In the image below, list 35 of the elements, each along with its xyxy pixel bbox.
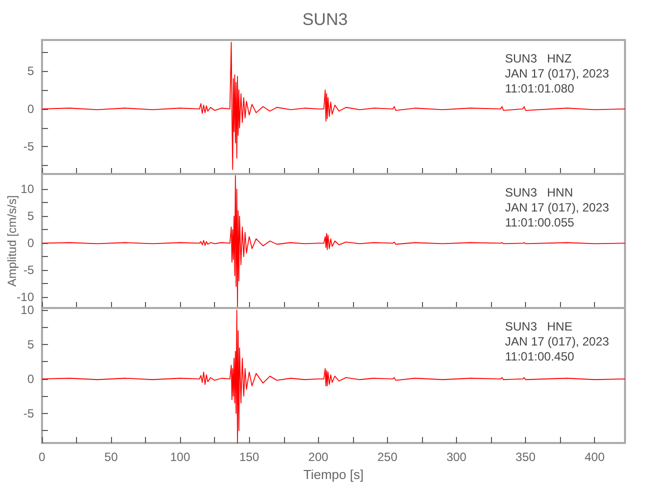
x-tick-label: 150 (239, 450, 260, 464)
annotation: JAN 17 (017), 2023 (505, 200, 610, 214)
y-tick-label: 10 (20, 303, 34, 318)
x-tick-label: 200 (308, 450, 329, 464)
x-tick-label: 400 (584, 450, 605, 464)
annotation: JAN 17 (017), 2023 (505, 334, 610, 348)
y-tick-label: 10 (20, 182, 34, 196)
annotation: SUN3 HNE (505, 320, 572, 334)
y-tick-label: -10 (16, 290, 34, 304)
line-series (42, 310, 626, 444)
annotation: JAN 17 (017), 2023 (505, 66, 610, 80)
y-axis-title: Amplitud [cm/s/s] (5, 195, 19, 287)
x-tick-label: 300 (446, 450, 467, 464)
y-tick-label: 5 (27, 338, 34, 352)
x-tick-label: 350 (516, 450, 536, 464)
y-tick-label: 5 (27, 209, 34, 224)
chart-title: SUN3 (302, 10, 348, 29)
x-tick-label: 250 (377, 450, 398, 464)
annotation: SUN3 HNN (505, 186, 574, 200)
annotation: SUN3 HNZ (505, 52, 572, 66)
y-tick-label: 0 (27, 102, 34, 116)
y-tick-label: 0 (27, 372, 34, 386)
annotation: 11:01:00.450 (505, 350, 574, 364)
y-tick-label: -5 (23, 263, 34, 278)
annotation: 11:01:00.055 (505, 216, 574, 230)
annotation: 11:01:01.080 (505, 82, 574, 96)
x-axis-title: Tiempo [s] (303, 466, 364, 482)
x-tick-label: 50 (104, 450, 118, 464)
y-tick-label: 5 (27, 64, 34, 78)
y-tick-label: -5 (23, 406, 34, 420)
y-tick-label: 0 (27, 236, 34, 250)
y-tick-label: -5 (23, 140, 34, 154)
x-tick-label: 100 (170, 450, 190, 464)
line-series (42, 42, 626, 170)
x-tick-label: 0 (38, 450, 46, 464)
